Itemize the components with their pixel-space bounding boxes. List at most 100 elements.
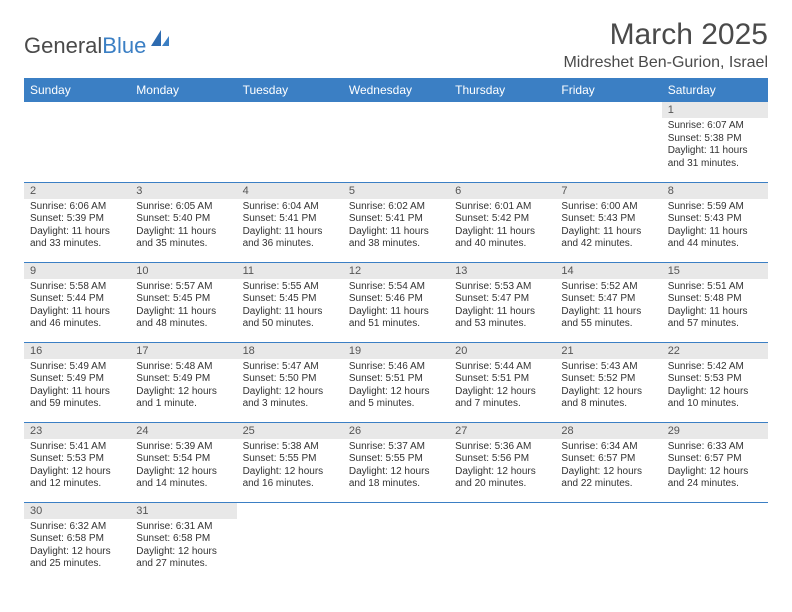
- calendar-cell: [130, 102, 236, 182]
- day-number: 5: [343, 183, 449, 199]
- calendar-cell: [449, 502, 555, 582]
- day-number: 26: [343, 423, 449, 439]
- weekday-header: Friday: [555, 78, 661, 102]
- calendar-cell: 29Sunrise: 6:33 AMSunset: 6:57 PMDayligh…: [662, 422, 768, 502]
- day-number: 18: [237, 343, 343, 359]
- calendar-cell: 20Sunrise: 5:44 AMSunset: 5:51 PMDayligh…: [449, 342, 555, 422]
- day-details: Sunrise: 6:07 AMSunset: 5:38 PMDaylight:…: [662, 118, 768, 174]
- day-details: Sunrise: 5:42 AMSunset: 5:53 PMDaylight:…: [662, 359, 768, 415]
- calendar-week-row: 16Sunrise: 5:49 AMSunset: 5:49 PMDayligh…: [24, 342, 768, 422]
- day-number: 2: [24, 183, 130, 199]
- day-number: 4: [237, 183, 343, 199]
- day-details: Sunrise: 5:46 AMSunset: 5:51 PMDaylight:…: [343, 359, 449, 415]
- day-number: 8: [662, 183, 768, 199]
- day-details: Sunrise: 6:32 AMSunset: 6:58 PMDaylight:…: [24, 519, 130, 575]
- day-number: 9: [24, 263, 130, 279]
- calendar-cell: 6Sunrise: 6:01 AMSunset: 5:42 PMDaylight…: [449, 182, 555, 262]
- calendar-cell: [343, 102, 449, 182]
- location: Midreshet Ben-Gurion, Israel: [563, 54, 768, 72]
- day-details: Sunrise: 6:01 AMSunset: 5:42 PMDaylight:…: [449, 199, 555, 255]
- day-number: 24: [130, 423, 236, 439]
- day-number: 22: [662, 343, 768, 359]
- day-details: Sunrise: 5:53 AMSunset: 5:47 PMDaylight:…: [449, 279, 555, 335]
- day-details: Sunrise: 6:00 AMSunset: 5:43 PMDaylight:…: [555, 199, 661, 255]
- weekday-header: Thursday: [449, 78, 555, 102]
- day-details: Sunrise: 5:55 AMSunset: 5:45 PMDaylight:…: [237, 279, 343, 335]
- calendar-week-row: 9Sunrise: 5:58 AMSunset: 5:44 PMDaylight…: [24, 262, 768, 342]
- calendar-week-row: 23Sunrise: 5:41 AMSunset: 5:53 PMDayligh…: [24, 422, 768, 502]
- day-details: Sunrise: 5:43 AMSunset: 5:52 PMDaylight:…: [555, 359, 661, 415]
- calendar-cell: 28Sunrise: 6:34 AMSunset: 6:57 PMDayligh…: [555, 422, 661, 502]
- weekday-header: Sunday: [24, 78, 130, 102]
- calendar-cell: 30Sunrise: 6:32 AMSunset: 6:58 PMDayligh…: [24, 502, 130, 582]
- calendar-cell: [555, 502, 661, 582]
- calendar-cell: 14Sunrise: 5:52 AMSunset: 5:47 PMDayligh…: [555, 262, 661, 342]
- day-details: Sunrise: 5:39 AMSunset: 5:54 PMDaylight:…: [130, 439, 236, 495]
- calendar-cell: 12Sunrise: 5:54 AMSunset: 5:46 PMDayligh…: [343, 262, 449, 342]
- calendar-cell: 4Sunrise: 6:04 AMSunset: 5:41 PMDaylight…: [237, 182, 343, 262]
- day-number: 6: [449, 183, 555, 199]
- sail-icon: [149, 28, 171, 53]
- day-details: Sunrise: 5:37 AMSunset: 5:55 PMDaylight:…: [343, 439, 449, 495]
- calendar-cell: 19Sunrise: 5:46 AMSunset: 5:51 PMDayligh…: [343, 342, 449, 422]
- calendar-cell: 22Sunrise: 5:42 AMSunset: 5:53 PMDayligh…: [662, 342, 768, 422]
- day-number: 1: [662, 102, 768, 118]
- weekday-header: Tuesday: [237, 78, 343, 102]
- day-number: 17: [130, 343, 236, 359]
- calendar-cell: 25Sunrise: 5:38 AMSunset: 5:55 PMDayligh…: [237, 422, 343, 502]
- day-number: 14: [555, 263, 661, 279]
- day-details: Sunrise: 5:57 AMSunset: 5:45 PMDaylight:…: [130, 279, 236, 335]
- day-details: Sunrise: 6:04 AMSunset: 5:41 PMDaylight:…: [237, 199, 343, 255]
- day-number: 29: [662, 423, 768, 439]
- calendar-cell: [343, 502, 449, 582]
- day-details: Sunrise: 6:02 AMSunset: 5:41 PMDaylight:…: [343, 199, 449, 255]
- day-number: 30: [24, 503, 130, 519]
- calendar-week-row: 1Sunrise: 6:07 AMSunset: 5:38 PMDaylight…: [24, 102, 768, 182]
- calendar-cell: 5Sunrise: 6:02 AMSunset: 5:41 PMDaylight…: [343, 182, 449, 262]
- day-number: 28: [555, 423, 661, 439]
- calendar-cell: 1Sunrise: 6:07 AMSunset: 5:38 PMDaylight…: [662, 102, 768, 182]
- calendar-cell: 10Sunrise: 5:57 AMSunset: 5:45 PMDayligh…: [130, 262, 236, 342]
- day-number: 19: [343, 343, 449, 359]
- day-number: 3: [130, 183, 236, 199]
- day-number: 20: [449, 343, 555, 359]
- calendar-week-row: 2Sunrise: 6:06 AMSunset: 5:39 PMDaylight…: [24, 182, 768, 262]
- calendar-cell: 7Sunrise: 6:00 AMSunset: 5:43 PMDaylight…: [555, 182, 661, 262]
- calendar-cell: 2Sunrise: 6:06 AMSunset: 5:39 PMDaylight…: [24, 182, 130, 262]
- calendar-cell: 24Sunrise: 5:39 AMSunset: 5:54 PMDayligh…: [130, 422, 236, 502]
- logo: GeneralBlue: [24, 28, 171, 63]
- calendar-cell: 27Sunrise: 5:36 AMSunset: 5:56 PMDayligh…: [449, 422, 555, 502]
- day-number: 21: [555, 343, 661, 359]
- calendar-cell: 16Sunrise: 5:49 AMSunset: 5:49 PMDayligh…: [24, 342, 130, 422]
- day-details: Sunrise: 5:47 AMSunset: 5:50 PMDaylight:…: [237, 359, 343, 415]
- calendar-cell: 8Sunrise: 5:59 AMSunset: 5:43 PMDaylight…: [662, 182, 768, 262]
- day-details: Sunrise: 6:34 AMSunset: 6:57 PMDaylight:…: [555, 439, 661, 495]
- day-details: Sunrise: 5:52 AMSunset: 5:47 PMDaylight:…: [555, 279, 661, 335]
- calendar-table: Sunday Monday Tuesday Wednesday Thursday…: [24, 78, 768, 582]
- day-details: Sunrise: 5:54 AMSunset: 5:46 PMDaylight:…: [343, 279, 449, 335]
- day-details: Sunrise: 5:58 AMSunset: 5:44 PMDaylight:…: [24, 279, 130, 335]
- calendar-cell: 26Sunrise: 5:37 AMSunset: 5:55 PMDayligh…: [343, 422, 449, 502]
- calendar-cell: [237, 502, 343, 582]
- day-details: Sunrise: 6:33 AMSunset: 6:57 PMDaylight:…: [662, 439, 768, 495]
- calendar-cell: [24, 102, 130, 182]
- day-number: 10: [130, 263, 236, 279]
- day-number: 7: [555, 183, 661, 199]
- calendar-cell: 15Sunrise: 5:51 AMSunset: 5:48 PMDayligh…: [662, 262, 768, 342]
- day-number: 25: [237, 423, 343, 439]
- title-block: March 2025 Midreshet Ben-Gurion, Israel: [563, 18, 768, 72]
- day-number: 15: [662, 263, 768, 279]
- day-number: 12: [343, 263, 449, 279]
- day-number: 27: [449, 423, 555, 439]
- calendar-week-row: 30Sunrise: 6:32 AMSunset: 6:58 PMDayligh…: [24, 502, 768, 582]
- day-details: Sunrise: 5:41 AMSunset: 5:53 PMDaylight:…: [24, 439, 130, 495]
- calendar-cell: 31Sunrise: 6:31 AMSunset: 6:58 PMDayligh…: [130, 502, 236, 582]
- weekday-header-row: Sunday Monday Tuesday Wednesday Thursday…: [24, 78, 768, 102]
- day-number: 13: [449, 263, 555, 279]
- calendar-cell: 9Sunrise: 5:58 AMSunset: 5:44 PMDaylight…: [24, 262, 130, 342]
- logo-text-blue: Blue: [102, 33, 146, 58]
- logo-text-general: General: [24, 33, 102, 58]
- logo-text: GeneralBlue: [24, 33, 146, 59]
- calendar-cell: [662, 502, 768, 582]
- day-number: 16: [24, 343, 130, 359]
